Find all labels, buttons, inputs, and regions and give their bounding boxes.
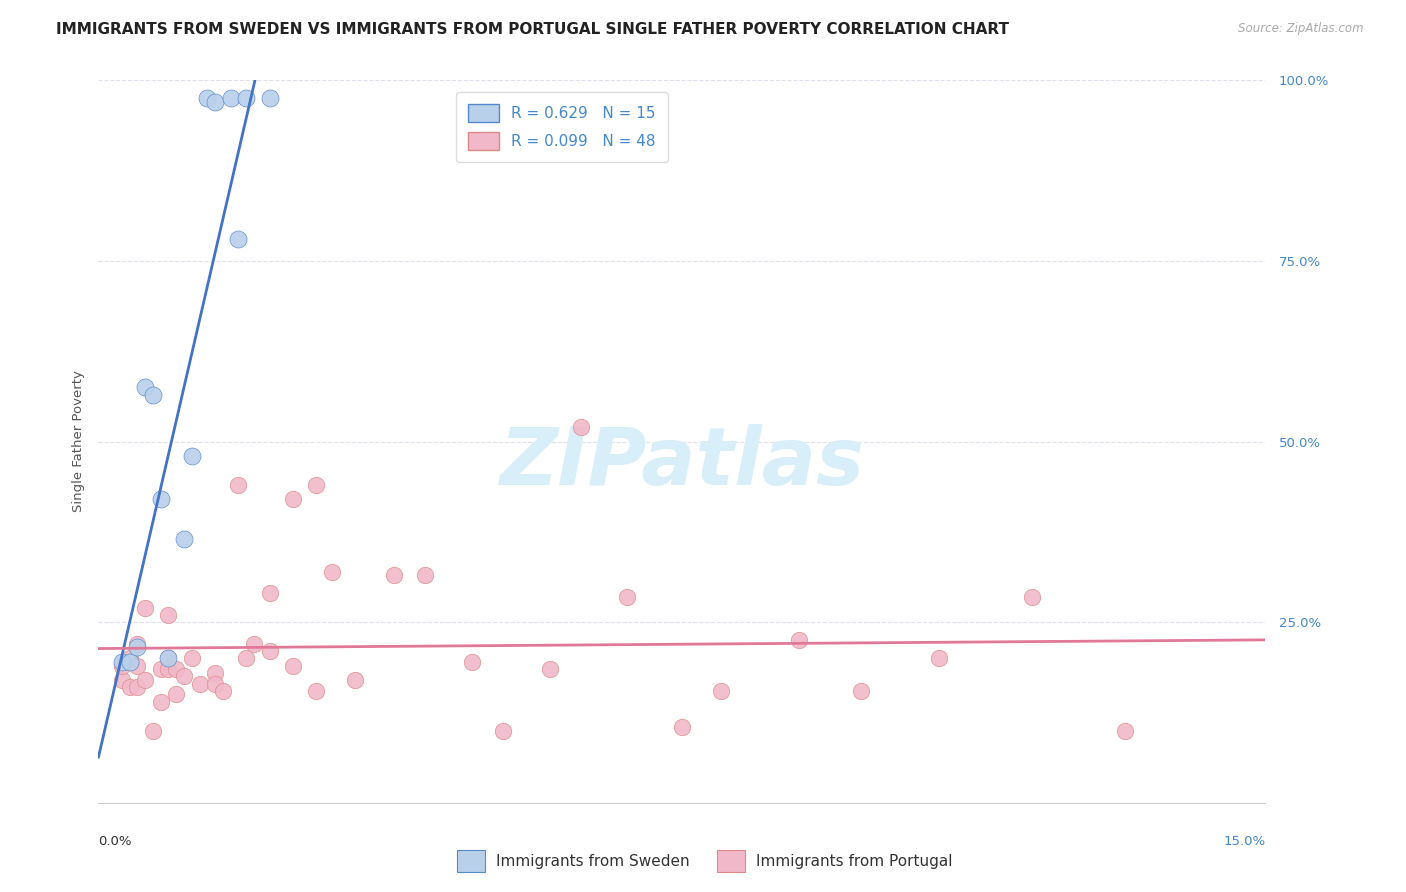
Point <box>321 565 343 579</box>
Text: ZIPatlas: ZIPatlas <box>499 425 865 502</box>
Point <box>188 676 211 690</box>
Point <box>127 680 149 694</box>
Point <box>157 607 180 622</box>
Point <box>235 91 257 105</box>
Point <box>710 683 733 698</box>
Point <box>1021 590 1043 604</box>
Point <box>671 720 693 734</box>
Text: IMMIGRANTS FROM SWEDEN VS IMMIGRANTS FROM PORTUGAL SINGLE FATHER POVERTY CORRELA: IMMIGRANTS FROM SWEDEN VS IMMIGRANTS FRO… <box>56 22 1010 37</box>
Point <box>118 680 141 694</box>
Point <box>787 633 810 648</box>
Point <box>180 449 202 463</box>
Point <box>204 665 226 680</box>
Point <box>157 662 180 676</box>
Point <box>538 662 561 676</box>
Point <box>165 687 187 701</box>
Point <box>111 658 134 673</box>
Point <box>127 658 149 673</box>
Point <box>382 568 405 582</box>
Point <box>165 662 187 676</box>
Point <box>849 683 872 698</box>
Point <box>134 380 156 394</box>
Point <box>243 637 266 651</box>
Point <box>344 673 367 687</box>
Text: 15.0%: 15.0% <box>1223 835 1265 848</box>
Point <box>204 676 226 690</box>
Text: Source: ZipAtlas.com: Source: ZipAtlas.com <box>1239 22 1364 36</box>
Point <box>173 669 195 683</box>
Point <box>305 478 328 492</box>
Point <box>281 658 304 673</box>
Point <box>142 723 165 738</box>
Point <box>204 95 226 109</box>
Point <box>259 644 281 658</box>
Point <box>127 640 149 655</box>
Point <box>1114 723 1136 738</box>
Legend: R = 0.629   N = 15, R = 0.099   N = 48: R = 0.629 N = 15, R = 0.099 N = 48 <box>456 92 668 162</box>
Point <box>228 232 250 246</box>
Point <box>259 91 281 105</box>
Point <box>259 586 281 600</box>
Text: 0.0%: 0.0% <box>98 835 132 848</box>
Point <box>219 91 242 105</box>
Point <box>157 651 180 665</box>
Point <box>305 683 328 698</box>
Point <box>195 91 218 105</box>
Point <box>157 651 180 665</box>
Point <box>173 532 195 546</box>
Point <box>149 492 172 507</box>
Point <box>118 651 141 665</box>
Y-axis label: Single Father Poverty: Single Father Poverty <box>72 370 84 513</box>
Point <box>212 683 235 698</box>
Point <box>928 651 950 665</box>
Point <box>127 637 149 651</box>
Text: Immigrants from Portugal: Immigrants from Portugal <box>756 854 953 869</box>
Point <box>142 387 165 401</box>
Point <box>616 590 638 604</box>
Point <box>111 673 134 687</box>
Point <box>413 568 436 582</box>
Point <box>228 478 250 492</box>
Point <box>235 651 257 665</box>
Point <box>149 695 172 709</box>
Point <box>134 600 156 615</box>
Point <box>134 673 156 687</box>
Point <box>281 492 304 507</box>
Point <box>492 723 515 738</box>
Point <box>461 655 484 669</box>
Point <box>180 651 202 665</box>
Text: Immigrants from Sweden: Immigrants from Sweden <box>496 854 690 869</box>
Point <box>149 662 172 676</box>
Point <box>569 420 592 434</box>
Point <box>111 655 134 669</box>
Point <box>118 655 141 669</box>
